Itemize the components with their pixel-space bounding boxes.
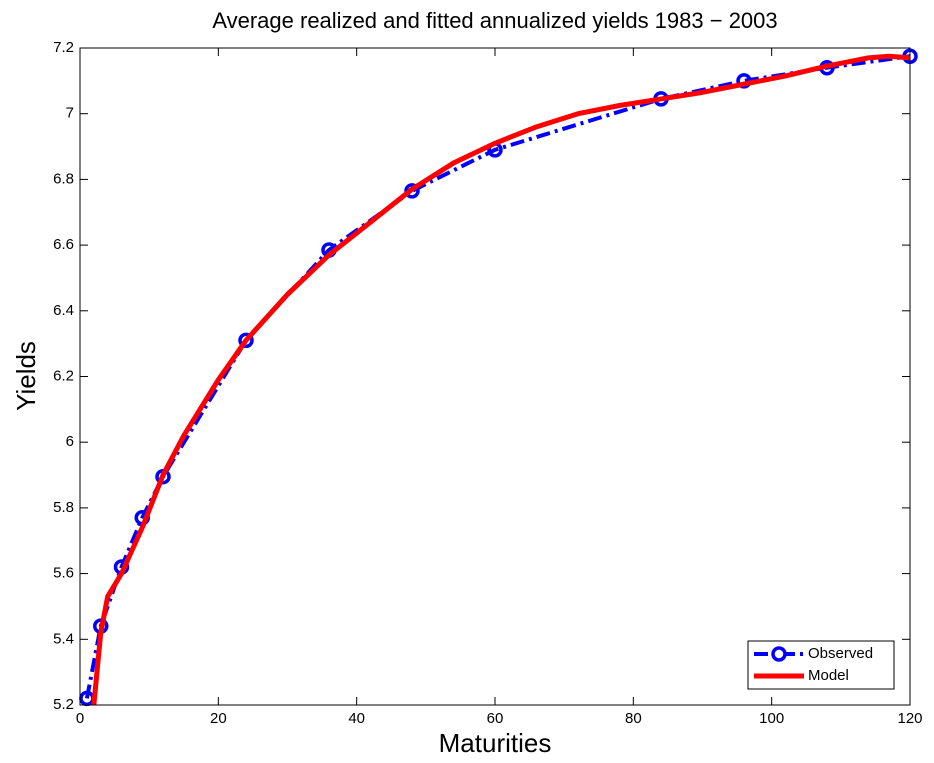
x-tick-label: 60 xyxy=(487,710,504,727)
y-tick-label: 6.4 xyxy=(53,302,74,319)
legend-label: Observed xyxy=(808,645,873,662)
y-tick-label: 5.6 xyxy=(53,565,74,582)
y-tick-label: 6 xyxy=(66,433,74,450)
line xyxy=(91,53,911,706)
x-tick-label: 100 xyxy=(759,710,784,727)
plot-frame xyxy=(79,47,911,706)
y-tick-label: 6.6 xyxy=(53,236,74,253)
y-tick-label: 6.2 xyxy=(53,367,74,384)
x-tick-label: 0 xyxy=(76,710,84,727)
y-tick-label: 7.2 xyxy=(53,39,74,56)
y-tick-label: 5.2 xyxy=(53,696,74,713)
x-tick-label: 80 xyxy=(625,710,642,727)
y-tick-label: 5.8 xyxy=(53,499,74,516)
y-tick-label: 5.4 xyxy=(53,630,74,647)
x-tick-label: 20 xyxy=(210,710,227,727)
legend-label: Model xyxy=(808,667,849,684)
x-tick-label: 120 xyxy=(897,710,922,727)
x-tick-label: 40 xyxy=(348,710,365,727)
line xyxy=(84,54,911,699)
y-tick-label: 7 xyxy=(66,105,74,122)
y-axis-label: Yields xyxy=(11,341,41,411)
legend-marker xyxy=(771,646,787,662)
legend-box xyxy=(747,640,895,690)
marker xyxy=(238,332,254,349)
marker xyxy=(79,690,95,707)
x-axis-label: Maturities xyxy=(439,728,552,758)
y-tick-label: 6.8 xyxy=(53,170,74,187)
chart-title: Average realized and fitted annualized y… xyxy=(212,8,777,33)
